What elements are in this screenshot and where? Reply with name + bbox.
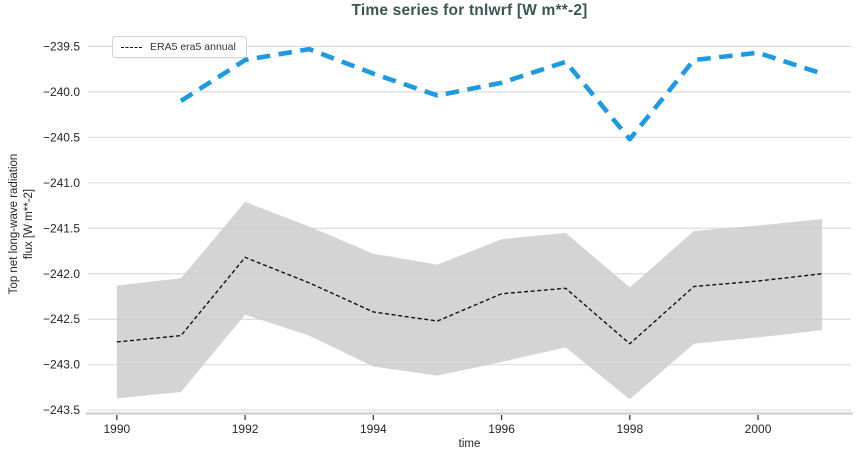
y-tick-label: −243.0 (43, 358, 80, 372)
legend-label: ERA5 era5 annual (150, 41, 236, 53)
legend: ERA5 era5 annual (112, 36, 247, 58)
y-tick-label: −239.5 (43, 39, 80, 53)
y-tick-label: −241.5 (43, 221, 80, 235)
x-tick-label: 1992 (232, 422, 259, 436)
y-axis-label-line2: flux [W m**-2] (23, 188, 35, 260)
chart-title: Time series for tnlwrf [W m**-2] (351, 2, 588, 19)
y-tick-label: −243.5 (43, 403, 80, 417)
blue-series-line (179, 46, 823, 142)
y-tick-label: −242.5 (43, 312, 80, 326)
y-tick-label: −240.5 (43, 130, 80, 144)
x-axis-label: time (458, 438, 481, 450)
x-tick-label: 2000 (745, 422, 772, 436)
x-tick-label: 1996 (488, 422, 515, 436)
x-tick-label: 1994 (360, 422, 387, 436)
x-tick-label: 1998 (616, 422, 643, 436)
y-tick-label: −240.0 (43, 85, 80, 99)
y-axis-label-line1: Top net long-wave radiation (8, 153, 21, 295)
legend-dashed-line-swatch (121, 46, 142, 48)
x-tick-label: 1990 (104, 422, 131, 436)
y-tick-label: −241.0 (43, 176, 80, 190)
y-tick-label: −242.0 (43, 267, 80, 281)
uncertainty-band (116, 201, 823, 400)
y-axis-label: Top net long-wave radiation flux [W m**-… (7, 99, 37, 349)
era5-annual-line (116, 256, 823, 345)
